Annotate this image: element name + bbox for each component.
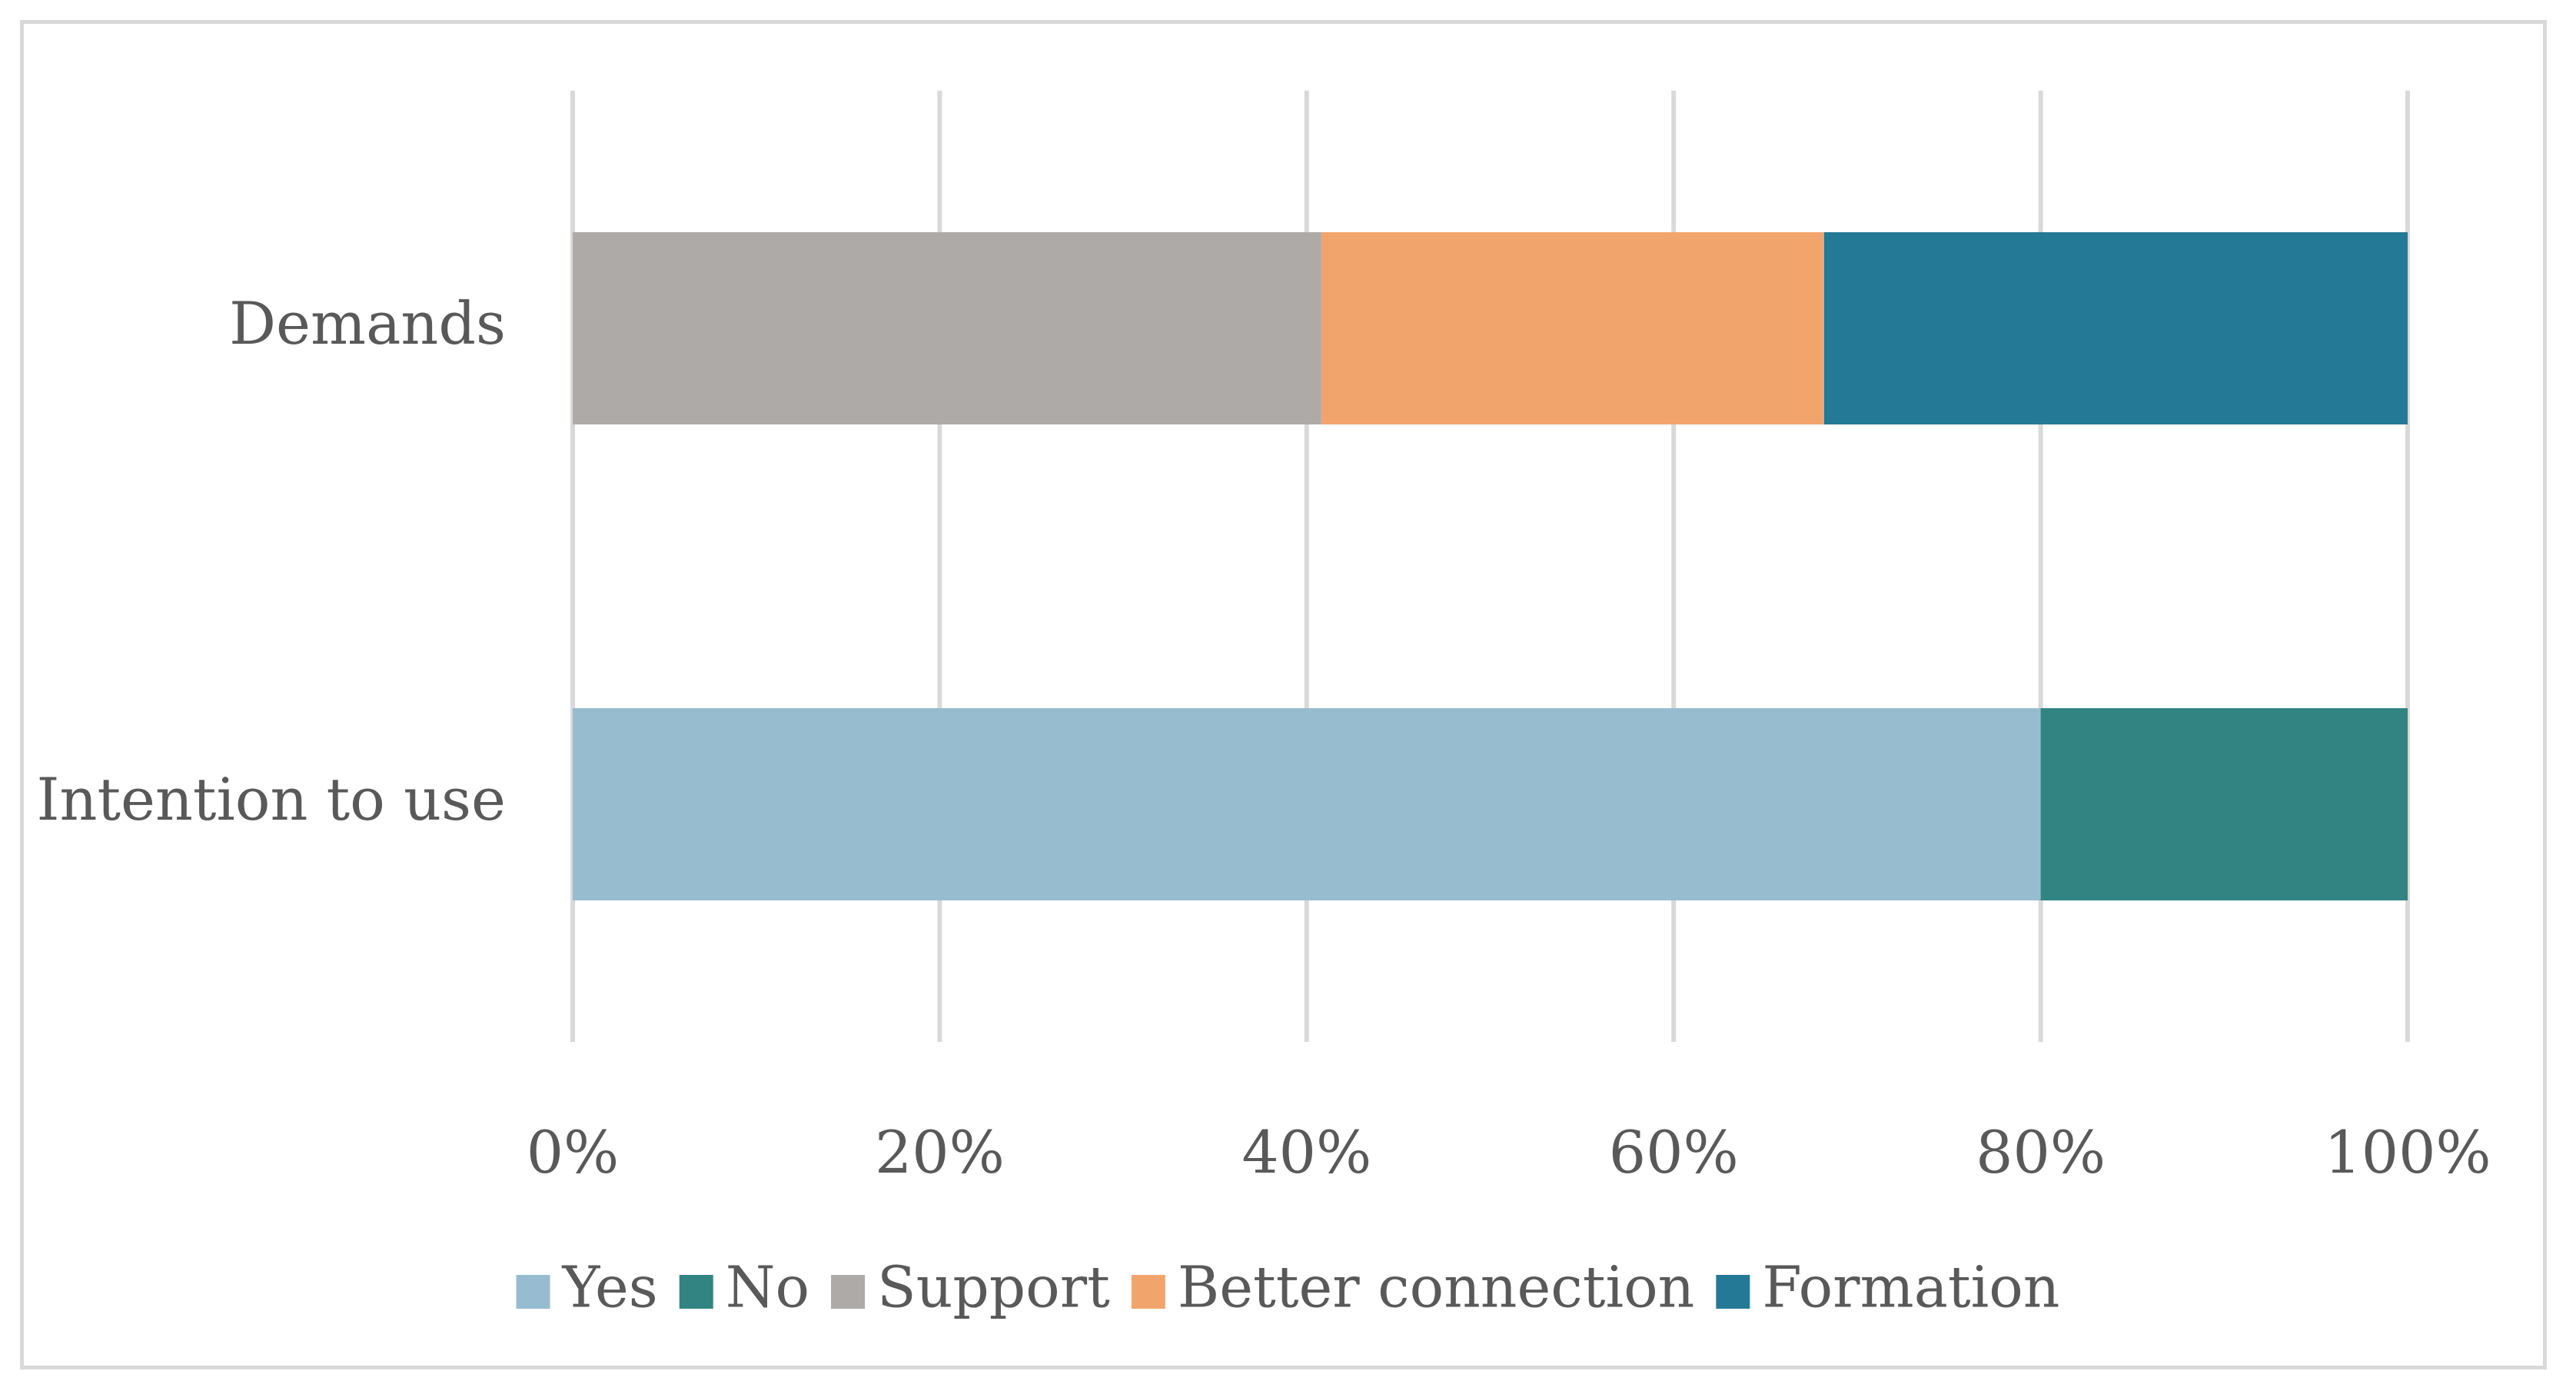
category-label-demands: Demands bbox=[229, 289, 506, 358]
x-tick-label: 80% bbox=[1976, 1118, 2106, 1186]
x-tick-label: 100% bbox=[2324, 1118, 2491, 1186]
category-label-intention-to-use: Intention to use bbox=[36, 765, 506, 834]
category-labels: Demands Intention to use bbox=[36, 289, 506, 834]
legend-label: Formation bbox=[1762, 1254, 2059, 1320]
bars bbox=[573, 232, 2408, 900]
legend-item-formation: Formation bbox=[1716, 1254, 2059, 1320]
bar-intention-to-use-no bbox=[2040, 708, 2408, 900]
legend: Yes No Support Better connection Formation bbox=[516, 1254, 2059, 1320]
legend-item-yes: Yes bbox=[516, 1254, 658, 1320]
x-tick-label: 0% bbox=[527, 1118, 620, 1186]
legend-item-no: No bbox=[679, 1254, 809, 1320]
x-tick-label: 40% bbox=[1241, 1118, 1371, 1186]
legend-label: No bbox=[726, 1254, 809, 1320]
x-tick-label: 20% bbox=[875, 1118, 1005, 1186]
legend-swatch bbox=[679, 1275, 713, 1309]
legend-item-better-connection: Better connection bbox=[1131, 1254, 1695, 1320]
legend-label: Support bbox=[877, 1254, 1110, 1320]
legend-swatch bbox=[1131, 1275, 1165, 1309]
x-tick-label: 60% bbox=[1609, 1118, 1739, 1186]
bar-demands-better-connection bbox=[1321, 232, 1824, 424]
bar-intention-to-use-yes bbox=[573, 708, 2041, 900]
x-axis-tick-labels: 0% 20% 40% 60% 80% 100% bbox=[527, 1118, 2491, 1186]
legend-item-support: Support bbox=[831, 1254, 1110, 1320]
legend-swatch bbox=[1716, 1275, 1750, 1309]
bar-demands-formation bbox=[1823, 232, 2408, 424]
legend-label: Yes bbox=[562, 1254, 658, 1320]
bar-demands-support bbox=[573, 232, 1321, 424]
legend-swatch bbox=[831, 1275, 866, 1309]
legend-swatch bbox=[516, 1275, 550, 1309]
legend-label: Better connection bbox=[1178, 1254, 1695, 1320]
